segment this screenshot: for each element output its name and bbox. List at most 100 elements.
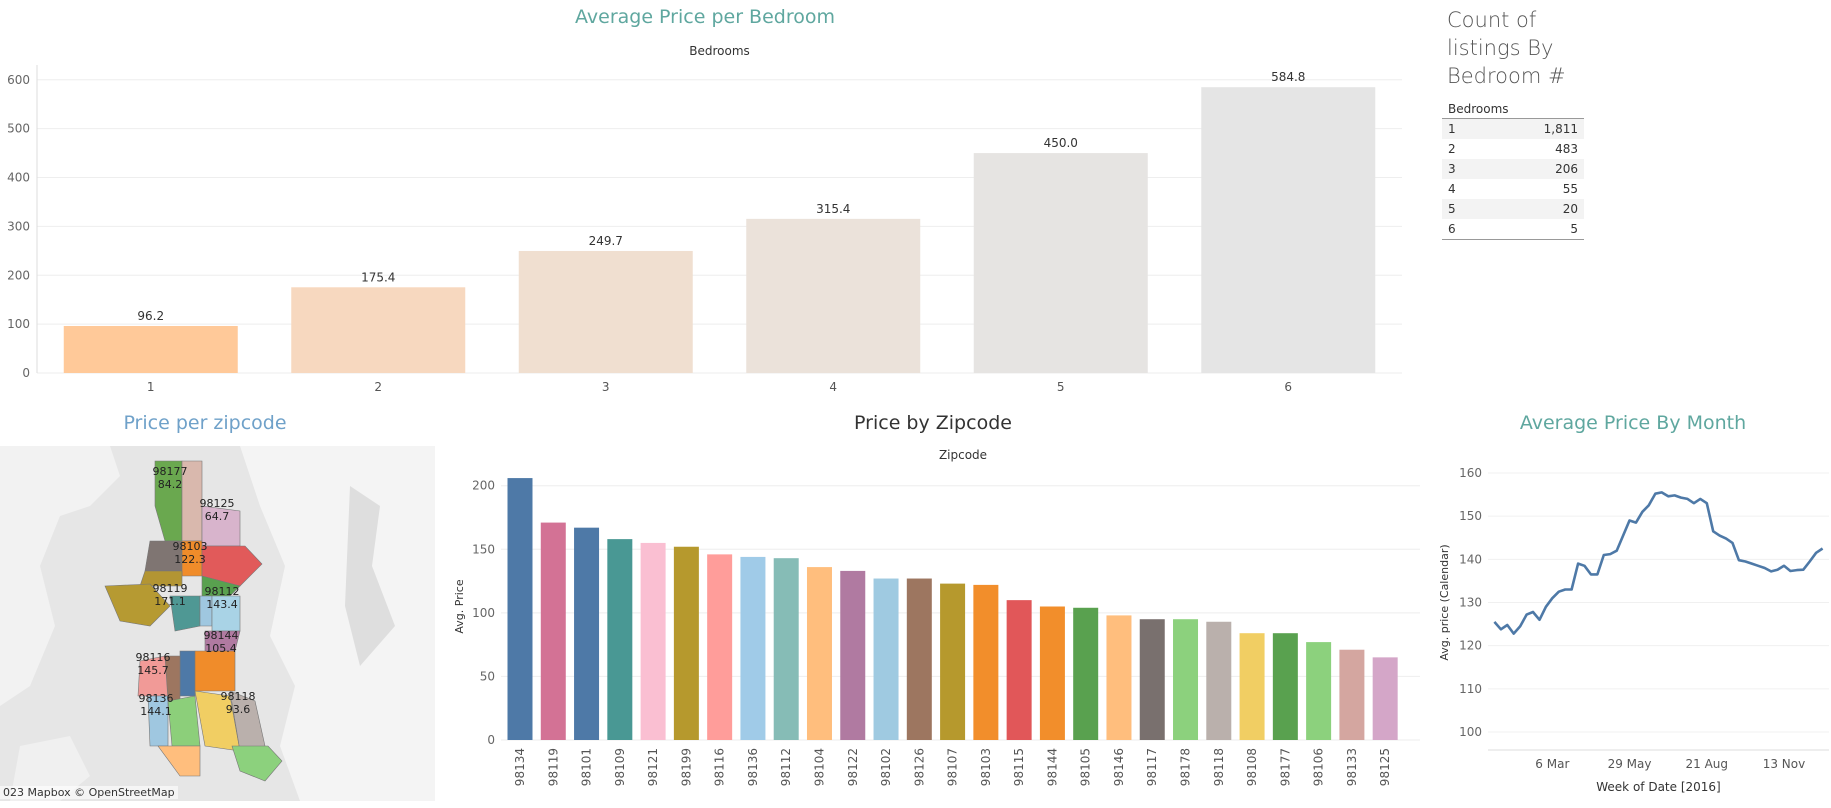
map-land-right <box>240 446 435 801</box>
zip-bar[interactable] <box>1173 619 1199 740</box>
zip-bar[interactable] <box>1206 621 1232 740</box>
count-table-count: 55 <box>1562 182 1578 196</box>
bedroom-bar[interactable] <box>1201 87 1376 374</box>
zip-xtick: 98121 <box>646 748 660 786</box>
zip-bar[interactable] <box>773 558 799 740</box>
map-label-zip: 98103 <box>172 540 208 553</box>
bedroom-ytick: 0 <box>22 366 30 380</box>
zip-bar[interactable] <box>607 539 633 740</box>
map-label-value: 143.4 <box>206 598 238 611</box>
zip-bar[interactable] <box>873 578 899 740</box>
bedroom-ytick: 400 <box>7 171 30 185</box>
zip-bar[interactable] <box>1339 649 1365 740</box>
map-label-98125: 98125 64.7 <box>192 497 242 523</box>
count-table-count: 483 <box>1555 142 1578 156</box>
zip-bar[interactable] <box>1139 619 1165 740</box>
zip-ytick: 50 <box>480 669 495 683</box>
month-ytick: 130 <box>1459 596 1482 610</box>
bedroom-xtick: 5 <box>1057 380 1065 394</box>
bedroom-ytick: 100 <box>7 317 30 331</box>
count-table-row: 3 206 <box>1442 159 1584 179</box>
map-label-zip: 98112 <box>204 585 240 598</box>
zip-xtick: 98122 <box>846 748 860 786</box>
map-label-zip: 98125 <box>199 497 235 510</box>
map-region-98178 <box>231 745 283 782</box>
map-label-zip: 98136 <box>138 692 174 705</box>
map-region-98107 <box>139 570 183 587</box>
zip-xlabel: Zipcode <box>939 448 987 462</box>
zip-bar[interactable] <box>1306 642 1332 740</box>
month-series-line[interactable] <box>1493 491 1824 635</box>
map-label-zip: 98177 <box>152 465 188 478</box>
zip-bar[interactable] <box>940 583 966 740</box>
month-xtick: 29 May <box>1608 757 1652 771</box>
map-label-zip: 98118 <box>220 690 256 703</box>
zip-bar[interactable] <box>806 567 832 740</box>
count-table-bedrooms: 4 <box>1448 182 1456 196</box>
count-table-bedrooms: 6 <box>1448 222 1456 236</box>
zip-bar[interactable] <box>1239 633 1265 740</box>
bedroom-xtick: 4 <box>829 380 837 394</box>
count-table-row: 1 1,811 <box>1442 119 1584 139</box>
zip-bar[interactable] <box>1372 657 1398 740</box>
zip-xtick: 98109 <box>613 748 627 786</box>
bedroom-bar[interactable] <box>291 287 466 373</box>
count-table-row: 2 483 <box>1442 139 1584 159</box>
map-label-98144: 98144 105.4 <box>196 629 246 655</box>
zip-chart-title: Price by Zipcode <box>854 412 1012 434</box>
zip-bar[interactable] <box>840 570 866 740</box>
zip-bar[interactable] <box>1006 600 1032 740</box>
zip-bar[interactable] <box>973 584 999 740</box>
zip-xtick: 98199 <box>679 748 693 786</box>
zip-xtick: 98112 <box>779 748 793 786</box>
zip-xtick: 98102 <box>879 748 893 786</box>
zip-bar[interactable] <box>740 556 766 740</box>
map-label-value: 64.7 <box>204 510 230 523</box>
zip-xtick: 98106 <box>1312 748 1326 786</box>
map-title: Price per zipcode <box>123 412 287 434</box>
zip-bar[interactable] <box>906 578 932 740</box>
zipcode-map[interactable]: 98177 84.2 98125 64.7 98103 122.3 98119 171.1 98… <box>0 446 435 801</box>
zip-bar[interactable] <box>1073 607 1099 740</box>
count-table-count: 5 <box>1570 222 1578 236</box>
zip-bar[interactable] <box>673 546 699 740</box>
zip-xtick: 98144 <box>1045 748 1059 786</box>
count-table-bedrooms: 3 <box>1448 162 1456 176</box>
zip-xtick: 98117 <box>1145 748 1159 786</box>
map-attribution: 023 Mapbox © OpenStreetMap <box>0 786 178 799</box>
zip-bar[interactable] <box>574 527 600 740</box>
map-label-98112: 98112 143.4 <box>197 585 247 611</box>
zip-xtick: 98125 <box>1378 748 1392 786</box>
count-table-bedrooms: 2 <box>1448 142 1456 156</box>
map-region-98144 <box>194 650 236 692</box>
bedroom-bar[interactable] <box>518 250 693 373</box>
map-label-zip: 98119 <box>152 582 188 595</box>
bedroom-bar[interactable] <box>746 218 921 373</box>
zip-bar[interactable] <box>1039 606 1065 741</box>
month-ytick: 140 <box>1459 552 1482 566</box>
map-region-98115 <box>201 545 263 587</box>
bedroom-xtick: 6 <box>1284 380 1292 394</box>
count-table-count: 20 <box>1562 202 1578 216</box>
bedroom-bar[interactable] <box>63 325 238 373</box>
bedroom-xtick: 3 <box>602 380 610 394</box>
zip-bar[interactable] <box>1106 615 1132 740</box>
bedroom-bar[interactable] <box>973 153 1148 373</box>
month-xtick: 13 Nov <box>1763 757 1806 771</box>
map-label-value: 144.1 <box>140 705 172 718</box>
month-xlabel: Week of Date [2016] <box>1596 780 1720 794</box>
month-xtick: 21 Aug <box>1685 757 1728 771</box>
zip-bar[interactable] <box>707 554 733 740</box>
map-label-98136: 98136 144.1 <box>131 692 181 718</box>
bedroom-data-label: 315.4 <box>816 202 850 216</box>
zip-xtick: 98133 <box>1345 748 1359 786</box>
zip-bar[interactable] <box>507 478 533 740</box>
map-canvas <box>0 446 435 801</box>
zip-bar[interactable] <box>640 542 666 740</box>
zip-xtick: 98107 <box>946 748 960 786</box>
zip-bar[interactable] <box>540 522 566 740</box>
zip-xtick: 98119 <box>546 748 560 786</box>
zip-bar[interactable] <box>1272 633 1298 740</box>
zip-ytick: 200 <box>472 479 495 493</box>
month-ytick: 120 <box>1459 639 1482 653</box>
